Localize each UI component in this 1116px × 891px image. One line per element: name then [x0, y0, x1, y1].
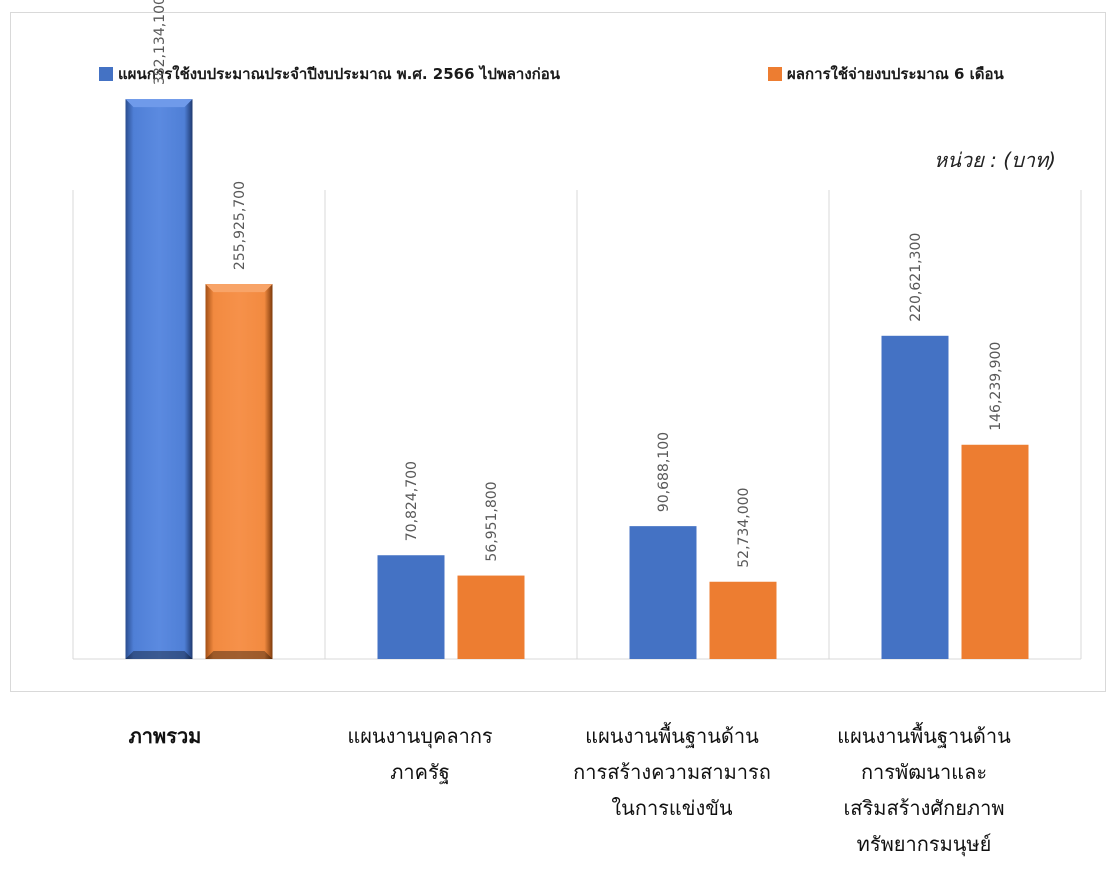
category-label-3: แผนงานพื้นฐานด้านการพัฒนาและเสริมสร้างศั… [809, 718, 1039, 862]
category-label-0: ภาพรวม [50, 718, 280, 754]
bar-plan-1 [377, 555, 445, 659]
bar-actual-0 [205, 284, 273, 659]
category-label-line: ทรัพยากรมนุษย์ [856, 832, 992, 856]
legend-label-plan: แผนการใช้งบประมาณประจำปีงบประมาณ พ.ศ. 25… [118, 65, 561, 83]
bar-bevel-bottom-plan-0 [125, 651, 193, 659]
category-label-1: แผนงานบุคลากรภาครัฐ [305, 718, 535, 790]
bar-plan-0 [125, 99, 193, 660]
category-label-line: การพัฒนาและ [860, 760, 988, 784]
data-label-actual-1: 56,951,800 [484, 481, 500, 561]
legend: แผนการใช้งบประมาณประจำปีงบประมาณ พ.ศ. 25… [0, 62, 1116, 90]
unit-label: หน่วย : (บาท) [934, 148, 1056, 172]
bar-bevel-bottom-actual-0 [205, 651, 273, 659]
legend-label-actual: ผลการใช้จ่ายงบประมาณ 6 เดือน [787, 65, 1004, 83]
bar-actual-2 [709, 581, 777, 659]
data-label-actual-0: 255,925,700 [232, 181, 248, 270]
category-label-line: ในการแข่งขัน [611, 796, 733, 820]
bar-plan-3 [881, 335, 949, 659]
bar-bevel-top-plan-0 [125, 99, 193, 108]
category-label-line: ภาครัฐ [390, 760, 450, 784]
data-label-actual-3: 146,239,900 [988, 342, 1004, 431]
bar-bevel-top-actual-0 [205, 284, 273, 293]
legend-item-plan: แผนการใช้งบประมาณประจำปีงบประมาณ พ.ศ. 25… [99, 62, 560, 86]
category-label-line: เสริมสร้างศักยภาพ [843, 796, 1005, 820]
category-label-line: แผนงานบุคลากร [347, 724, 493, 748]
category-label-2: แผนงานพื้นฐานด้านการสร้างความสามารถในการ… [557, 718, 787, 826]
legend-swatch-actual [768, 67, 782, 81]
bar-actual-3 [961, 444, 1029, 659]
category-label-line: แผนงานพื้นฐานด้าน [837, 724, 1011, 748]
category-label-line: ภาพรวม [128, 724, 202, 748]
data-label-plan-0: 382,134,100 [152, 0, 168, 85]
bar-plan-2 [629, 526, 697, 659]
data-label-actual-2: 52,734,000 [736, 488, 752, 568]
legend-item-actual: ผลการใช้จ่ายงบประมาณ 6 เดือน [768, 62, 1004, 86]
data-label-plan-3: 220,621,300 [908, 233, 924, 322]
data-label-plan-2: 90,688,100 [656, 432, 672, 512]
legend-swatch-plan [99, 67, 113, 81]
bar-actual-1 [457, 575, 525, 659]
category-label-line: แผนงานพื้นฐานด้าน [585, 724, 759, 748]
data-label-plan-1: 70,824,700 [404, 461, 420, 541]
category-label-line: การสร้างความสามารถ [573, 760, 771, 784]
